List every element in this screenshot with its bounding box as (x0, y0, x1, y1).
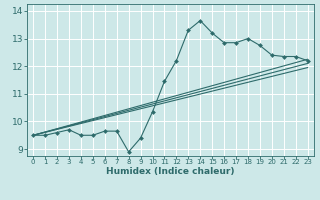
X-axis label: Humidex (Indice chaleur): Humidex (Indice chaleur) (106, 167, 235, 176)
